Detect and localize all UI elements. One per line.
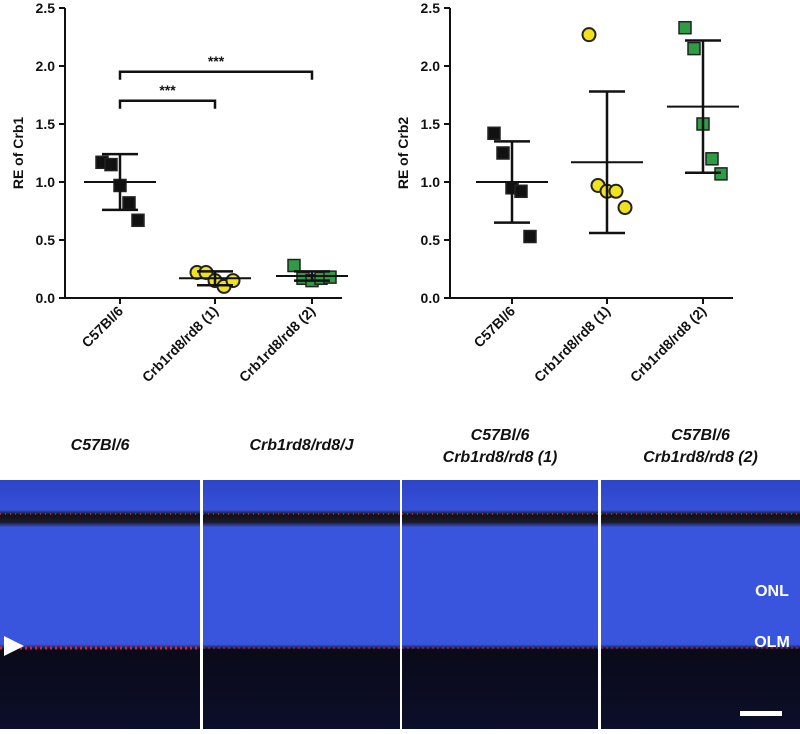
- x-tick-label: Crb1rd8/rd8 (2): [627, 303, 709, 385]
- data-point: [523, 229, 537, 244]
- data-point: [104, 157, 118, 172]
- y-tick-label: 2.5: [421, 0, 441, 16]
- x-tick-label: Crb1rd8/rd8 (1): [139, 303, 221, 385]
- error-bar: [102, 152, 138, 212]
- micrograph: [203, 480, 400, 729]
- x-tick-label: Crb1rd8/rd8 (1): [531, 303, 613, 385]
- micrograph: [0, 480, 200, 729]
- y-tick-label: 2.0: [36, 58, 56, 74]
- x-tick-label: Crb1rd8/rd8 (2): [236, 303, 318, 385]
- x-tick-label: C57Bl/6: [78, 303, 126, 351]
- data-point: [617, 200, 633, 216]
- significance-label: ***: [208, 53, 225, 69]
- y-tick-label: 1.5: [421, 116, 441, 132]
- panel-title: Crb1rd8/rd8 (2): [643, 449, 758, 466]
- significance-bracket: [118, 99, 217, 109]
- layer-label: OLM: [754, 634, 790, 651]
- data-point: [287, 258, 301, 273]
- y-tick-label: 0.0: [421, 290, 441, 306]
- y-tick-label: 1.0: [421, 174, 441, 190]
- y-tick-label: 1.5: [36, 116, 56, 132]
- panel-title: C57Bl/6: [471, 427, 530, 444]
- error-bar: [494, 140, 530, 224]
- data-point: [514, 184, 528, 199]
- panel-title: C57Bl/6: [71, 437, 130, 454]
- data-point: [687, 41, 701, 56]
- data-point: [608, 183, 624, 199]
- y-tick-label: 0.5: [36, 232, 56, 248]
- data-point: [496, 146, 510, 160]
- y-tick-label: 2.5: [36, 0, 56, 16]
- error-bar: [589, 90, 625, 235]
- y-tick-label: 2.0: [421, 58, 441, 74]
- panel-title: Crb1rd8/rd8 (1): [443, 449, 558, 466]
- layer-label: ONL: [755, 583, 789, 600]
- error-bar: [197, 270, 233, 287]
- y-tick-label: 0.0: [36, 290, 56, 306]
- y-tick-label: 1.0: [36, 174, 56, 190]
- y-axis-label: RE of Crb2: [395, 117, 411, 190]
- data-point: [131, 213, 145, 228]
- panel-title: Crb1rd8/rd8/J: [249, 437, 354, 454]
- y-tick-label: 0.5: [421, 232, 441, 248]
- data-point: [487, 126, 501, 141]
- y-axis-label: RE of Crb1: [10, 117, 26, 190]
- x-tick-label: C57Bl/6: [470, 303, 518, 351]
- data-point: [705, 152, 719, 166]
- arrowhead: [4, 636, 24, 656]
- error-bar: [685, 39, 721, 174]
- data-point: [122, 196, 136, 210]
- micrograph: [402, 480, 598, 729]
- scale-bar: [740, 711, 782, 716]
- error-bar: [294, 270, 330, 282]
- micrograph: [601, 480, 800, 729]
- data-point: [678, 20, 692, 35]
- significance-label: ***: [159, 82, 176, 98]
- panel-title: C57Bl/6: [671, 427, 730, 444]
- significance-bracket: [118, 70, 314, 80]
- data-point: [581, 27, 597, 43]
